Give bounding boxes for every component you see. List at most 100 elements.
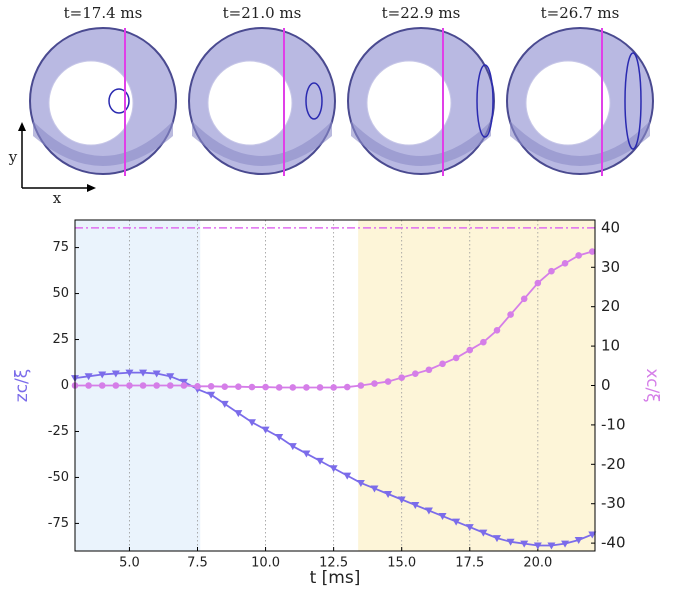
marker	[412, 370, 419, 377]
torus-hole	[366, 60, 452, 146]
marker	[275, 433, 284, 441]
y-tick-label: -25	[48, 424, 69, 439]
x-tick-label: 12.5	[319, 556, 348, 571]
marker	[424, 507, 433, 515]
marker	[452, 354, 460, 362]
marker	[370, 485, 379, 493]
marker	[384, 378, 392, 385]
marker	[588, 248, 596, 255]
marker	[289, 384, 297, 391]
y2-tick-label: 40	[601, 218, 620, 236]
marker	[466, 346, 474, 354]
chart: 5.0 7.5 10.0 12.5 15.0 17.5 20.0 -75 -50 -25 0 25 50…	[12, 218, 662, 588]
y2-tick-label: -20	[601, 455, 626, 473]
vortex-ring	[108, 88, 130, 114]
y-tick-label: 75	[52, 240, 69, 255]
marker	[288, 443, 297, 451]
marker	[492, 535, 501, 543]
torus-hole	[525, 60, 611, 146]
marker	[125, 369, 134, 377]
marker	[139, 369, 148, 377]
y-arrowhead	[18, 122, 26, 131]
marker	[166, 382, 174, 389]
marker	[411, 502, 420, 510]
marker	[329, 465, 338, 473]
marker	[438, 513, 447, 521]
marker	[261, 426, 270, 434]
marker	[330, 384, 337, 391]
torus-hole	[207, 60, 293, 146]
marker	[384, 490, 393, 498]
snapshot-title: t=17.4 ms	[64, 4, 143, 22]
marker	[343, 383, 351, 391]
marker	[139, 382, 147, 389]
marker	[561, 540, 570, 548]
snapshot-title: t=21.0 ms	[223, 4, 302, 22]
snapshots: t=17.4 ms t=21.0 ms t=22.9 ms t=26.7 ms y x	[8, 4, 654, 207]
vortex-ring	[476, 64, 494, 138]
marker	[357, 382, 365, 389]
torus-shade	[192, 121, 332, 166]
y2-tick-label: 20	[601, 297, 620, 315]
marker	[343, 472, 352, 480]
marker	[548, 267, 555, 275]
marker	[356, 479, 365, 487]
marker	[533, 542, 542, 550]
marker	[180, 382, 188, 389]
marker	[574, 536, 583, 544]
marker	[506, 538, 515, 546]
y-axis-arrow-label: y	[8, 148, 18, 166]
torus-shade	[351, 121, 491, 166]
marker	[493, 327, 501, 334]
marker	[480, 338, 487, 346]
marker	[547, 542, 556, 550]
y-tick-label: -75	[48, 516, 69, 531]
marker	[520, 540, 529, 548]
marker	[303, 384, 310, 391]
y2-tick-label: -40	[601, 534, 626, 552]
vortex-ring	[624, 52, 642, 150]
marker	[85, 382, 92, 389]
marker	[452, 518, 461, 526]
y2-tick-label: 10	[601, 337, 620, 355]
vortex-ring	[305, 82, 323, 120]
marker	[235, 383, 242, 390]
marker	[98, 382, 106, 389]
marker	[588, 531, 597, 539]
torus-shade	[510, 121, 650, 166]
marker	[371, 380, 378, 387]
marker	[316, 384, 324, 391]
x-tick-label: 20.0	[523, 556, 552, 571]
y-tick-label: 0	[61, 378, 69, 393]
shaded-span	[358, 220, 595, 551]
y2-tick-label: -30	[601, 494, 626, 512]
marker	[207, 391, 216, 399]
marker	[247, 419, 256, 427]
plot-frame	[74, 219, 596, 552]
x-tick-label: 17.5	[455, 556, 484, 571]
marker	[166, 373, 175, 381]
marker	[111, 370, 120, 378]
y2-tick-label: 0	[601, 376, 611, 394]
marker	[207, 382, 215, 390]
marker	[248, 383, 256, 391]
x-tick-label: 15.0	[387, 556, 416, 571]
y-tick-label: -50	[48, 470, 69, 485]
marker	[98, 371, 107, 379]
marker	[316, 457, 325, 465]
y2-axis-label: xc/ξ	[642, 368, 662, 402]
x-tick-label: 10.0	[251, 556, 280, 571]
marker	[220, 400, 229, 408]
marker	[84, 373, 93, 381]
y-axis-label: zc/ξ	[12, 369, 32, 402]
marker	[561, 260, 569, 267]
y2-tick-label: 30	[601, 258, 620, 276]
marker	[194, 382, 201, 390]
marker	[439, 360, 446, 368]
y-tick-label: 50	[52, 286, 69, 301]
marker	[221, 383, 229, 390]
y-tick-label: 25	[52, 332, 69, 347]
torus-hole	[48, 60, 134, 146]
marker	[302, 450, 311, 458]
